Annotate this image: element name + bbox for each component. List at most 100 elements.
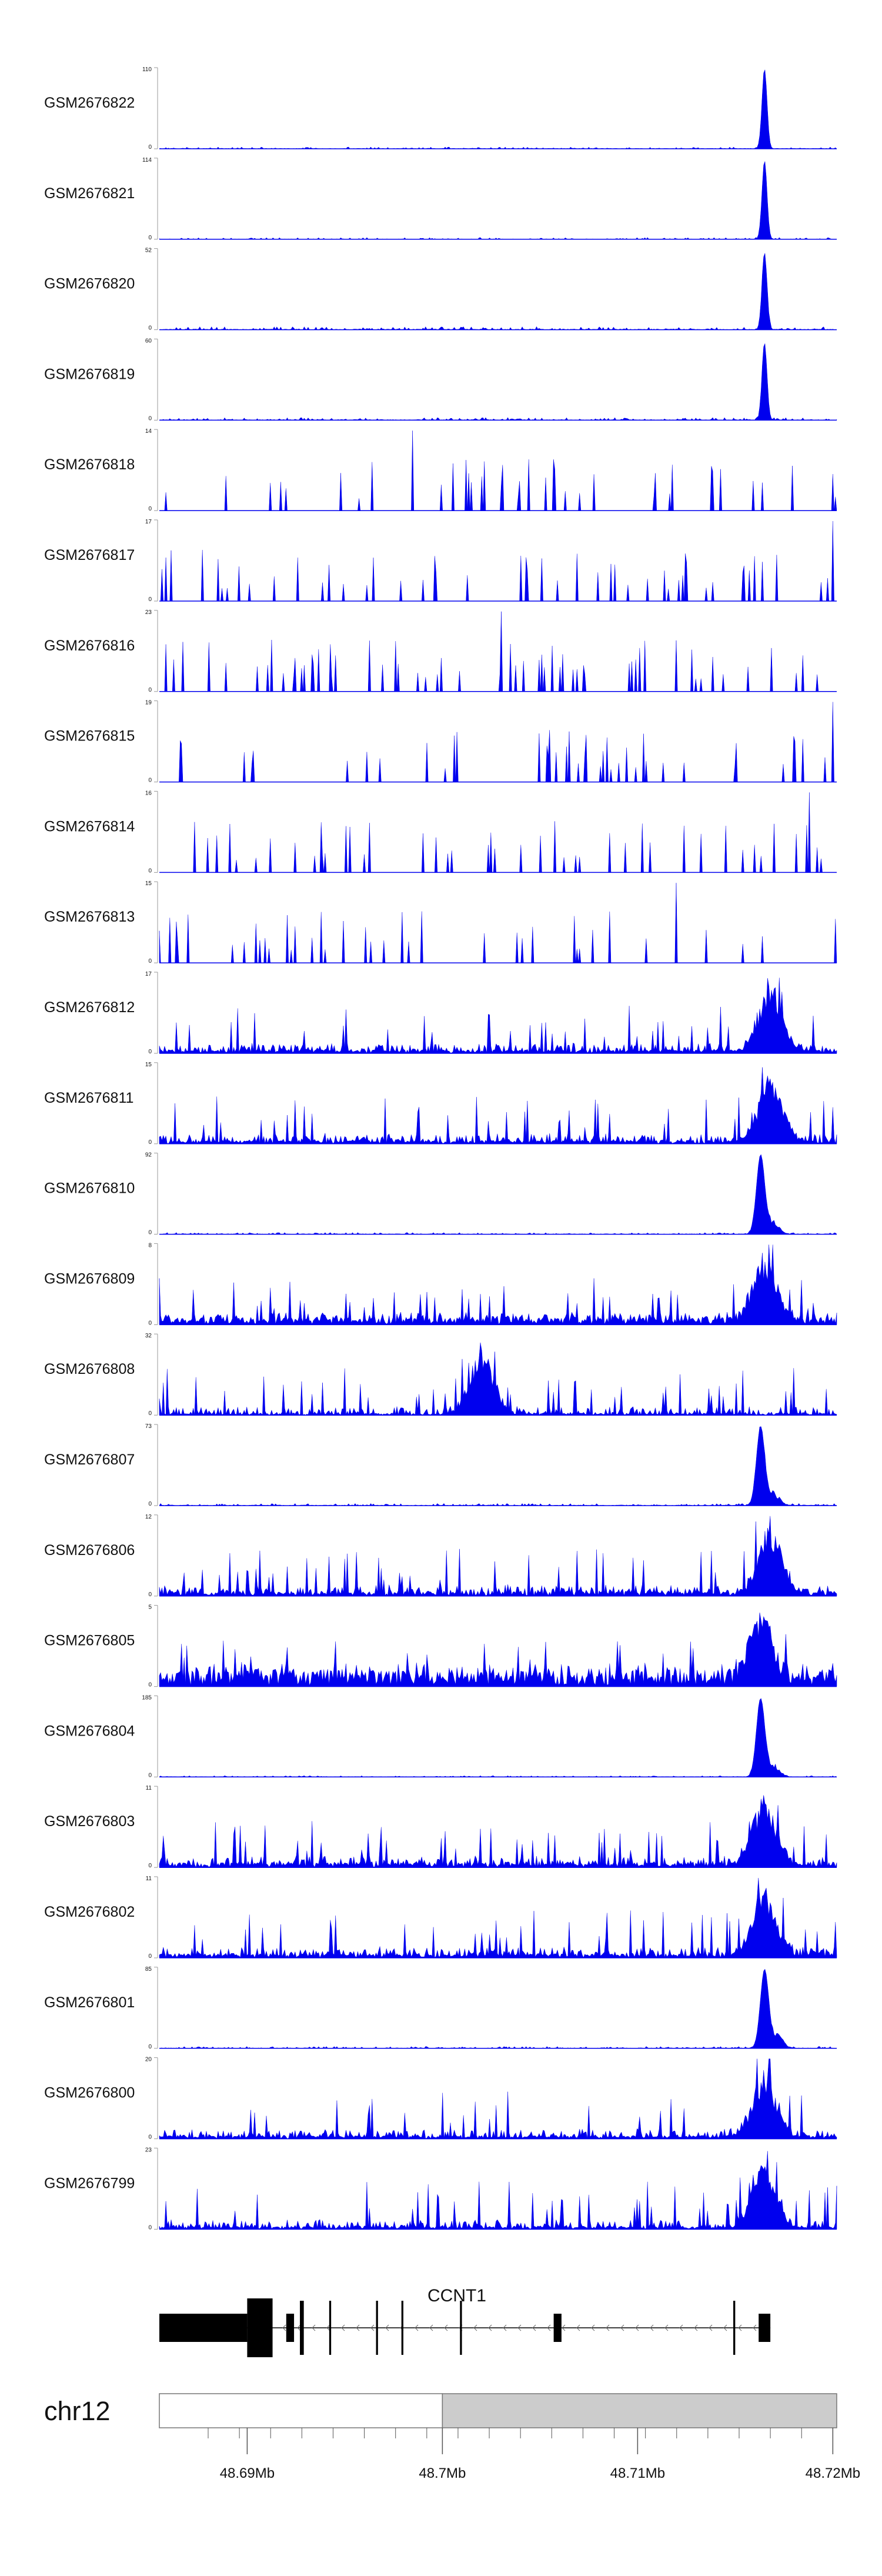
track-label: GSM2676822 <box>44 95 135 111</box>
ymax-label: 8 <box>148 1242 152 1249</box>
ymin-label: 0 <box>148 867 152 874</box>
gene-exon <box>553 2314 562 2342</box>
ymax-label: 19 <box>145 700 152 706</box>
track-label: GSM2676807 <box>44 1451 135 1468</box>
signal-tracks: GSM2676822 11 0 0 GSM2676821 114 0 GSM267682052… <box>44 66 837 2231</box>
track-label: GSM2676811 <box>44 1090 133 1106</box>
coverage-area <box>159 977 837 1054</box>
track-GSM2676805: GSM2676805 5 0 <box>44 1604 837 1689</box>
coverage-area <box>159 520 837 602</box>
ymax-label: 17 <box>145 971 152 977</box>
strand-arrow <box>312 2324 316 2331</box>
strand-arrow <box>738 2324 742 2331</box>
track-label: GSM2676806 <box>44 1542 135 1559</box>
strand-arrow <box>385 2324 389 2331</box>
coverage-area <box>159 792 837 873</box>
ymax-label: 15 <box>145 880 152 887</box>
ymax-label: 73 <box>145 1423 152 1430</box>
ymax-label: 5 <box>148 1604 152 1611</box>
track-GSM2676821: GSM2676821 114 0 <box>44 157 837 241</box>
ymin-label: 0 <box>148 1410 152 1417</box>
strand-arrow <box>503 2324 507 2331</box>
strand-arrow <box>562 2324 566 2331</box>
coverage-area <box>159 702 837 782</box>
ymin-label: 0 <box>148 1139 152 1146</box>
strand-arrow <box>723 2324 727 2331</box>
ymin-label: 0 <box>148 1772 152 1778</box>
coverage-area <box>159 1426 837 1506</box>
track-label: GSM2676812 <box>44 999 135 1016</box>
ymin-label: 0 <box>148 958 152 965</box>
gene-exon <box>733 2301 736 2355</box>
track-GSM2676810: GSM2676810 92 0 <box>44 1152 837 1236</box>
track-GSM2676815: GSM2676815 19 0 <box>44 700 837 784</box>
ymax-label: 23 <box>145 2147 152 2153</box>
track-GSM2676808: GSM2676808 32 0 <box>44 1333 837 1417</box>
gene-label: CCNT1 <box>427 2286 486 2305</box>
ymax-label: 11 <box>146 1785 152 1791</box>
track-GSM2676812: GSM2676812 17 0 <box>44 971 837 1055</box>
strand-arrow <box>547 2324 551 2331</box>
ymin-label: 0 <box>148 2044 152 2050</box>
track-GSM2676804: GSM2676804 185 0 <box>44 1694 837 1778</box>
coverage-area <box>159 343 837 421</box>
strand-arrow <box>635 2324 639 2331</box>
ymin-label: 0 <box>148 144 152 151</box>
axis-tick-label: 48.72Mb <box>806 2465 860 2481</box>
ymin-label: 0 <box>148 778 152 784</box>
gene-exon <box>401 2301 403 2355</box>
track-label: GSM2676821 <box>44 185 135 202</box>
ymax-label: 16 <box>145 790 152 796</box>
ymin-label: 0 <box>148 506 152 512</box>
axis-tick-label: 48.71Mb <box>610 2465 665 2481</box>
track-label: GSM2676799 <box>44 2175 135 2191</box>
ymin-label: 0 <box>148 1501 152 1507</box>
strand-arrow <box>282 2324 286 2331</box>
track-GSM2676820: GSM2676820 52 0 <box>44 248 837 332</box>
ymax-label: 32 <box>145 1333 152 1339</box>
strand-arrow <box>709 2324 713 2331</box>
strand-arrow <box>679 2324 683 2331</box>
ymin-label: 0 <box>148 235 152 241</box>
ymin-label: 0 <box>148 415 152 422</box>
axis-tick-label: 48.7Mb <box>419 2465 466 2481</box>
ymin-label: 0 <box>148 1953 152 1960</box>
strand-arrow <box>415 2324 419 2331</box>
coverage-area <box>159 1698 837 1777</box>
track-label: GSM2676817 <box>44 547 135 563</box>
ymax-label: 85 <box>145 1966 152 1973</box>
coverage-area <box>159 1968 837 2049</box>
track-GSM2676819: GSM2676819 60 0 <box>44 338 837 422</box>
ymin-label: 0 <box>148 1049 152 1055</box>
gene-exon <box>376 2301 378 2355</box>
ymin-label: 0 <box>148 1320 152 1326</box>
ymin-label: 0 <box>148 687 152 693</box>
strand-arrow <box>370 2324 375 2331</box>
strand-arrow <box>650 2324 654 2331</box>
track-GSM2676803: GSM2676803 11 0 <box>44 1785 837 1869</box>
strand-arrow <box>326 2324 330 2331</box>
coverage-area <box>159 1795 837 1868</box>
track-label: GSM2676804 <box>44 1723 135 1739</box>
coverage-area <box>159 1342 837 1416</box>
ideogram-left-band <box>159 2393 443 2428</box>
track-label: GSM2676800 <box>44 2085 135 2101</box>
genomic-axis: 48.69Mb 48.7Mb 48.71Mb 48.72Mb <box>208 2428 860 2481</box>
ymax-label: 114 <box>142 157 152 163</box>
track-GSM2676813: GSM2676813 15 0 <box>44 880 837 965</box>
ymin-label: 0 <box>148 2224 152 2231</box>
track-label: GSM2676810 <box>44 1180 135 1197</box>
coverage-area <box>159 611 837 692</box>
ymax-label: 14 <box>145 428 152 435</box>
track-label: GSM2676813 <box>44 909 135 925</box>
strand-arrow <box>620 2324 624 2331</box>
coverage-area <box>159 161 837 240</box>
coverage-area <box>159 1244 837 1325</box>
track-GSM2676801: GSM2676801 85 0 <box>44 1966 837 2050</box>
track-GSM2676814: GSM2676814 16 0 <box>44 790 837 874</box>
track-GSM2676809: GSM2676809 8 0 <box>44 1242 837 1326</box>
ymax-label: 17 <box>145 519 152 525</box>
track-label: GSM2676809 <box>44 1270 135 1287</box>
strand-arrow <box>576 2324 580 2331</box>
gene-exon <box>159 2314 248 2342</box>
